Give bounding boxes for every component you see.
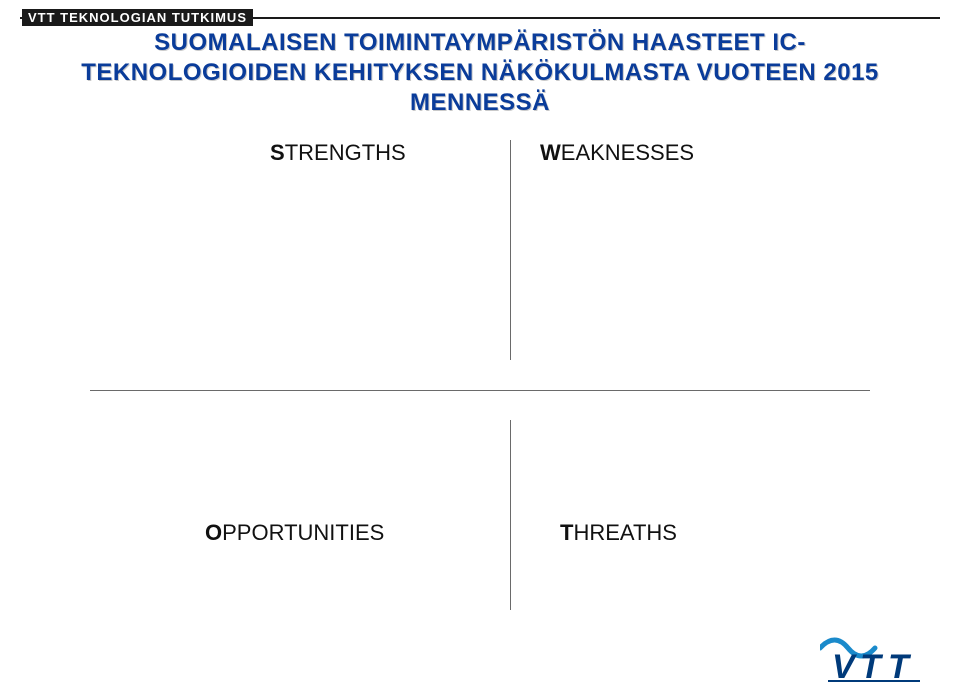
- title-line-3: MENNESSÄ: [60, 88, 900, 118]
- swot-label-threaths-rest: HREATHS: [573, 520, 677, 545]
- swot-label-strengths-rest: TRENGTHS: [285, 140, 406, 165]
- swot-hline: [90, 390, 870, 391]
- slide-title: SUOMALAISEN TOIMINTAYMPÄRISTÖN HAASTEET …: [60, 28, 900, 118]
- swot-matrix: STRENGTHS WEAKNESSES OPPORTUNITIES THREA…: [100, 140, 860, 610]
- swot-label-opportunities-rest: PPORTUNITIES: [222, 520, 384, 545]
- svg-text:T: T: [888, 648, 912, 682]
- svg-text:V: V: [832, 648, 858, 682]
- swot-label-threaths-first: T: [560, 520, 573, 545]
- swot-label-opportunities-first: O: [205, 520, 222, 545]
- swot-label-opportunities: OPPORTUNITIES: [205, 520, 384, 546]
- swot-label-strengths: STRENGTHS: [270, 140, 406, 166]
- vtt-logo-icon: V T T: [820, 630, 930, 682]
- swot-label-weaknesses: WEAKNESSES: [540, 140, 694, 166]
- swot-label-strengths-first: S: [270, 140, 285, 165]
- title-line-2: TEKNOLOGIOIDEN KEHITYKSEN NÄKÖKULMASTA V…: [60, 58, 900, 88]
- swot-vline-top: [510, 140, 511, 360]
- slide: VTT TEKNOLOGIAN TUTKIMUS SUOMALAISEN TOI…: [0, 0, 960, 696]
- swot-vline-bottom: [510, 420, 511, 610]
- swot-label-weaknesses-rest: EAKNESSES: [561, 140, 694, 165]
- header-bar-label: VTT TEKNOLOGIAN TUTKIMUS: [22, 9, 253, 26]
- swot-label-weaknesses-first: W: [540, 140, 561, 165]
- title-line-1: SUOMALAISEN TOIMINTAYMPÄRISTÖN HAASTEET …: [60, 28, 900, 58]
- svg-text:T: T: [860, 648, 884, 682]
- vtt-logo: V T T: [820, 630, 930, 682]
- header-bar: VTT TEKNOLOGIAN TUTKIMUS: [20, 8, 259, 26]
- swot-label-threaths: THREATHS: [560, 520, 677, 546]
